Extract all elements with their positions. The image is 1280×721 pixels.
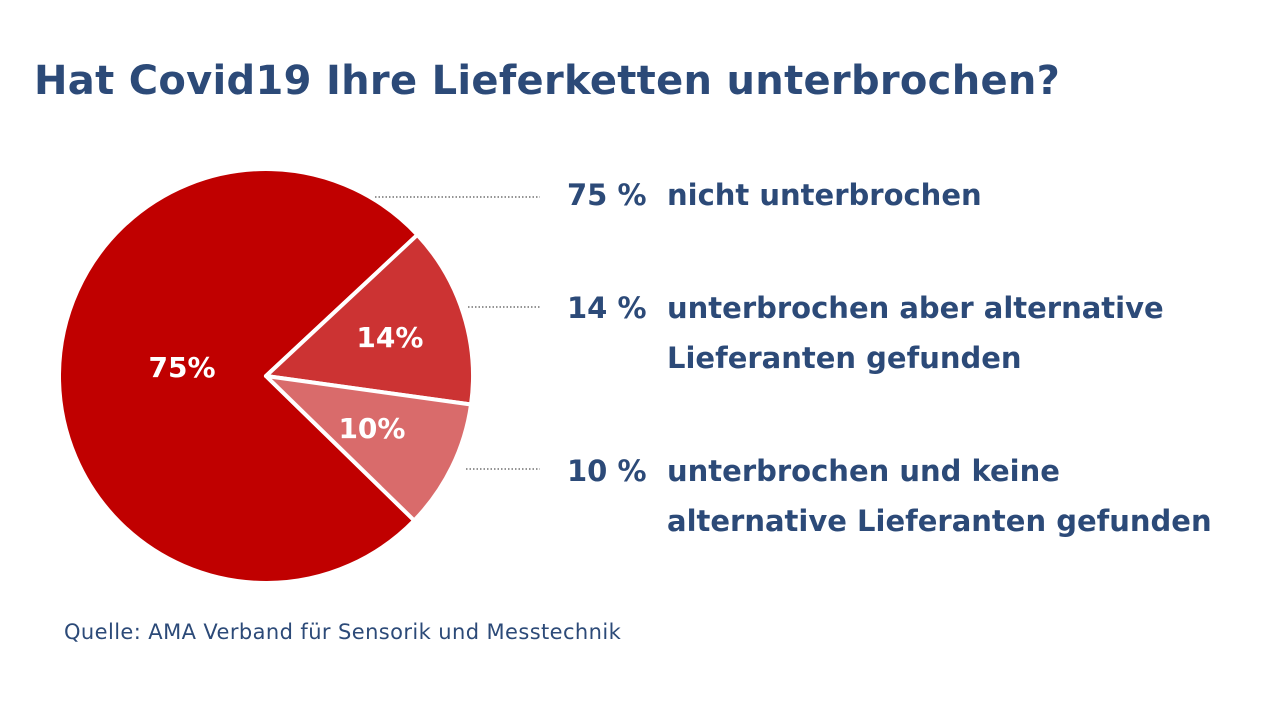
legend-item-nicht-unterbrochen: 75 % nicht unterbrochen xyxy=(567,170,982,220)
pie-slice-0 xyxy=(57,167,420,585)
pie-slice-2 xyxy=(264,374,474,523)
slice-label-1: 14% xyxy=(356,321,423,354)
legend-value: 14 % xyxy=(567,291,647,325)
slice-label-2: 10% xyxy=(338,412,405,445)
legend-item-keine-alternative: 10 % unterbrochen und keine alternative … xyxy=(567,446,1212,546)
legend-value: 75 % xyxy=(567,178,647,212)
legend-item-alternative-gefunden: 14 % unterbrochen aber alternative Liefe… xyxy=(567,283,1164,383)
legend-value: 10 % xyxy=(567,454,647,488)
legend-label: unterbrochen und keine alternative Liefe… xyxy=(667,454,1212,538)
legend-label: unterbrochen aber alternative Lieferante… xyxy=(667,291,1164,375)
source-note: Quelle: AMA Verband für Sensorik und Mes… xyxy=(64,620,622,644)
legend-label: nicht unterbrochen xyxy=(667,178,982,212)
chart-title: Hat Covid19 Ihre Lieferketten unterbroch… xyxy=(34,58,1061,104)
slice-label-0: 75% xyxy=(148,351,215,384)
pie-slice-1 xyxy=(264,232,475,407)
